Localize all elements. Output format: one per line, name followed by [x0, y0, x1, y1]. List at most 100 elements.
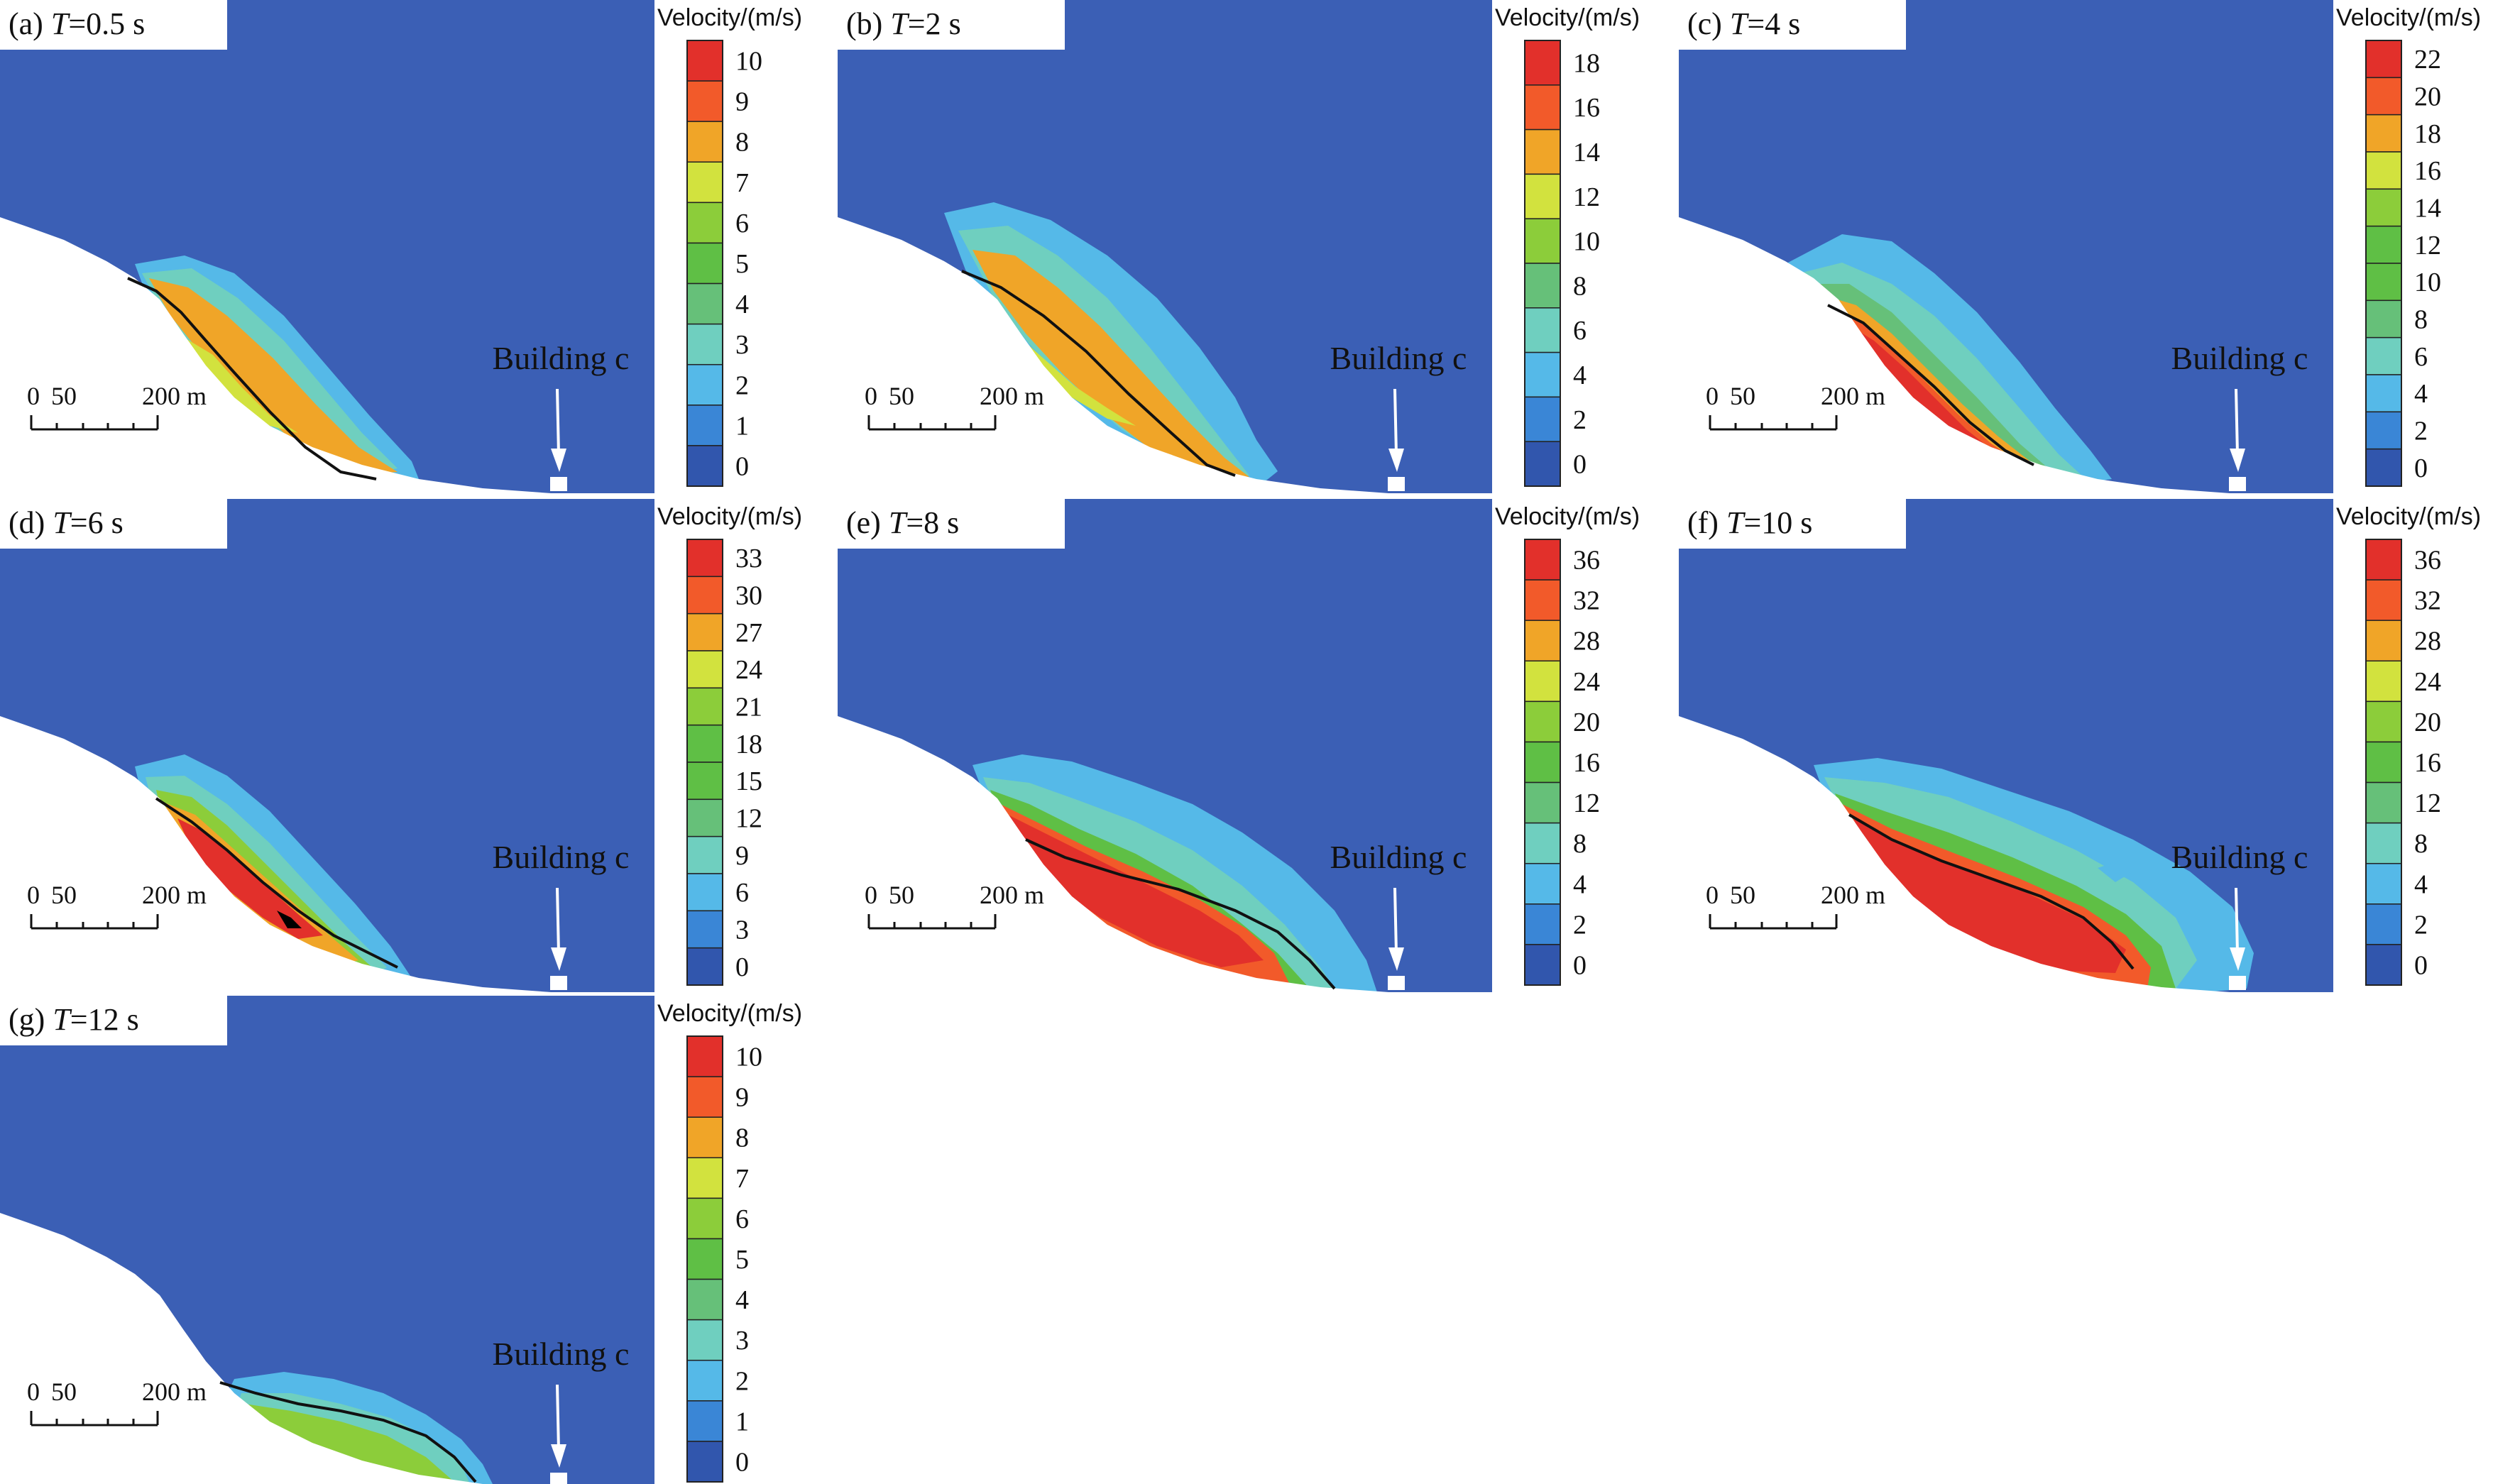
legend-swatch — [686, 947, 723, 986]
legend-tick: 0 — [2414, 454, 2428, 483]
time-variable: T — [51, 6, 71, 41]
legend-swatch — [686, 650, 723, 689]
panel-title-text: (a) T=0.5 s — [9, 6, 145, 41]
legend-swatch — [2365, 225, 2402, 264]
panel-title-box — [838, 499, 1065, 549]
panel-title: (e) T=8 s — [838, 499, 1065, 549]
building-arrow — [556, 887, 560, 954]
time-value: =6 s — [70, 505, 124, 540]
legend-swatch — [1524, 396, 1561, 442]
legend-tick: 4 — [2414, 869, 2428, 899]
building-label: Building c — [1330, 839, 1467, 875]
scale-label-0: 0 — [1706, 382, 1719, 410]
scale-label-200: 200 m — [142, 382, 207, 410]
legend-swatch — [1524, 944, 1561, 986]
legend-swatch — [686, 612, 723, 652]
building-arrow-head — [551, 947, 566, 971]
panel-f: (f) T=10 s Building c 0 50 200 m Velocity/(m/… — [1679, 499, 2481, 992]
legend-tick: 21 — [735, 693, 762, 722]
legend-tick: 2 — [735, 370, 749, 400]
building-label: Building c — [493, 340, 630, 376]
legend-swatch — [1524, 307, 1561, 353]
legend-swatch — [2365, 741, 2402, 784]
panel-id: (e) — [846, 505, 889, 540]
legend-swatch — [2365, 781, 2402, 824]
legend-tick: 32 — [2414, 586, 2441, 616]
legend-swatch — [1524, 84, 1561, 131]
building-label: Building c — [493, 839, 630, 875]
legend-tick: 0 — [735, 952, 749, 982]
velocity-field-b — [838, 0, 1492, 493]
legend-tick: 14 — [2414, 194, 2441, 224]
legend-title: Velocity/(m/s) — [1495, 503, 1640, 530]
panel-title-text: (c) T=4 s — [1687, 6, 1800, 41]
legend-swatch — [686, 1197, 723, 1240]
panel-id: (c) — [1687, 6, 1730, 41]
velocity-zone — [972, 250, 1249, 477]
legend-tick: 1 — [735, 411, 749, 441]
building-arrow-head — [1388, 449, 1404, 472]
time-variable: T — [1726, 505, 1746, 540]
legend-tick: 6 — [735, 209, 749, 238]
panel-b: (b) T=2 s Building c 0 50 200 m Velocity/(m/s… — [838, 0, 1640, 493]
legend-swatch — [686, 873, 723, 912]
panel-id: (d) — [9, 505, 53, 540]
scale-bar: 0 50 200 m — [1706, 382, 1885, 431]
building-label: Building c — [2171, 340, 2308, 376]
legend-tick: 20 — [1573, 708, 1600, 737]
legend-swatch — [1524, 218, 1561, 264]
legend-swatch — [686, 80, 723, 122]
scale-bar: 0 50 200 m — [27, 382, 207, 431]
building-c-marker — [2229, 976, 2246, 990]
legend-tick: 22 — [2414, 45, 2441, 75]
legend-swatch — [2365, 151, 2402, 190]
legend-swatch — [686, 1116, 723, 1159]
scale-label-200: 200 m — [1821, 382, 1885, 410]
scale-label-200: 200 m — [142, 881, 207, 909]
legend-tick: 16 — [1573, 93, 1600, 123]
legend-tick: 0 — [2414, 950, 2428, 980]
legend-swatch — [2365, 114, 2402, 153]
scale-label-50: 50 — [51, 1378, 77, 1406]
panel-title: (g) T=12 s — [0, 996, 227, 1045]
legend-swatch — [686, 1035, 723, 1077]
legend-swatch — [2365, 862, 2402, 905]
panel-title: (c) T=4 s — [1679, 0, 1906, 50]
panel-title-box — [838, 0, 1065, 50]
legend-tick: 1 — [735, 1407, 749, 1436]
legend-swatch — [2365, 944, 2402, 986]
legend-swatch — [2365, 448, 2402, 487]
legend-swatch — [1524, 620, 1561, 662]
panel-title: (a) T=0.5 s — [0, 0, 227, 50]
panel-title-box — [1679, 499, 1906, 549]
legend-tick: 12 — [1573, 182, 1600, 212]
legend-swatch — [686, 835, 723, 874]
legend-tick: 16 — [2414, 748, 2441, 778]
legend-tick: 8 — [1573, 271, 1587, 301]
terrain-ground — [838, 217, 1389, 493]
building-arrow — [556, 388, 560, 455]
legend-swatch — [686, 798, 723, 837]
legend-swatch — [686, 1359, 723, 1402]
legend-swatch — [1524, 579, 1561, 621]
time-variable: T — [1730, 6, 1750, 41]
building-label: Building c — [2171, 839, 2308, 875]
scale-label-200: 200 m — [980, 881, 1044, 909]
panel-title-text: (f) T=10 s — [1687, 505, 1812, 540]
scale-bar: 0 50 200 m — [27, 1378, 207, 1427]
scale-label-0: 0 — [27, 881, 40, 909]
time-value: =0.5 s — [68, 6, 145, 41]
legend-tick: 10 — [735, 1043, 762, 1072]
terrain-ground — [0, 716, 552, 992]
scale-label-0: 0 — [865, 881, 877, 909]
scale-label-0: 0 — [27, 382, 40, 410]
legend-frame — [1524, 539, 1561, 986]
legend-swatch — [2365, 77, 2402, 116]
legend-tick: 8 — [1573, 829, 1587, 859]
scale-label-50: 50 — [1730, 881, 1755, 909]
legend-swatch — [686, 1400, 723, 1442]
panel-id: (f) — [1687, 505, 1726, 540]
